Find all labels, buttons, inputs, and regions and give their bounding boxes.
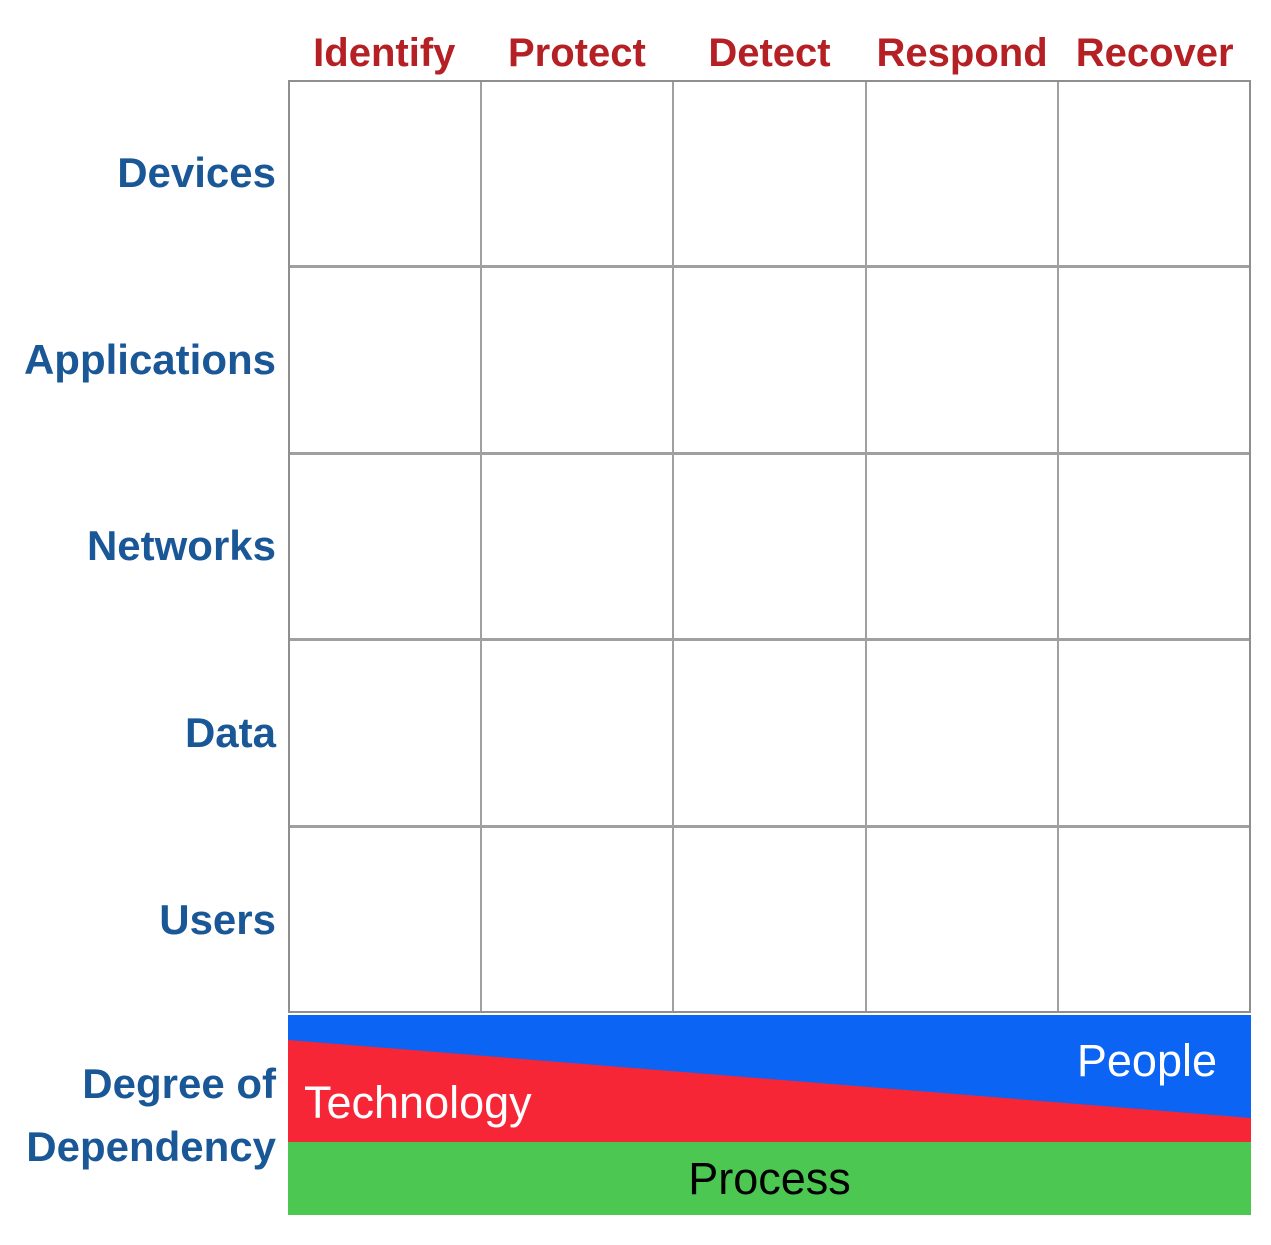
row-label-devices: Devices	[117, 149, 276, 197]
column-header-protect: Protect	[507, 30, 646, 75]
process-band: Process	[288, 1142, 1251, 1215]
matrix-cell	[290, 641, 481, 825]
column-header-identify: Identify	[313, 30, 456, 75]
row-label-networks: Networks	[86, 522, 276, 570]
matrix-cell	[1058, 827, 1249, 1011]
dependency-band: Process People Technology	[288, 1015, 1251, 1215]
matrix-cell	[674, 827, 865, 1011]
matrix-cell	[866, 82, 1057, 266]
matrix-cell	[674, 641, 865, 825]
matrix-cell	[482, 268, 673, 452]
matrix-cell	[674, 82, 865, 266]
column-header-respond: Respond	[876, 30, 1048, 75]
matrix-grid	[288, 80, 1251, 1013]
matrix-cell	[866, 827, 1057, 1011]
process-band-label: Process	[688, 1152, 851, 1204]
matrix-cell	[482, 82, 673, 266]
row-label-data: Data	[184, 709, 276, 757]
matrix-cell	[674, 268, 865, 452]
matrix-cell	[866, 268, 1057, 452]
row-label-users: Users	[159, 895, 276, 943]
matrix-cell	[866, 454, 1057, 639]
matrix-cell	[290, 827, 481, 1011]
matrix-cell	[290, 82, 481, 266]
matrix-cell	[482, 827, 673, 1011]
matrix-cell	[1058, 641, 1249, 825]
column-header-recover: Recover	[1075, 30, 1234, 75]
matrix-cell	[866, 641, 1057, 825]
matrix-cell	[482, 641, 673, 825]
matrix-cell	[674, 454, 865, 639]
row-label-column: Devices Applications Networks Data Users	[0, 80, 276, 1013]
degree-of-dependency-label: Degree of Dependency	[0, 1015, 276, 1215]
column-header-row: Identify Protect Detect Respond Recover	[288, 26, 1251, 80]
column-header-detect: Detect	[708, 30, 831, 75]
technology-band-label: Technology	[304, 1077, 532, 1128]
matrix-cell	[482, 454, 673, 639]
degree-label-line2: Dependency	[26, 1123, 276, 1170]
row-label-applications: Applications	[23, 335, 276, 383]
people-band-label: People	[1076, 1035, 1217, 1086]
matrix-cell	[290, 268, 481, 452]
degree-label-line1: Degree of	[82, 1060, 276, 1107]
matrix-cell	[1058, 82, 1249, 266]
matrix-cell	[1058, 454, 1249, 639]
matrix-cell	[290, 454, 481, 639]
matrix-cell	[1058, 268, 1249, 452]
